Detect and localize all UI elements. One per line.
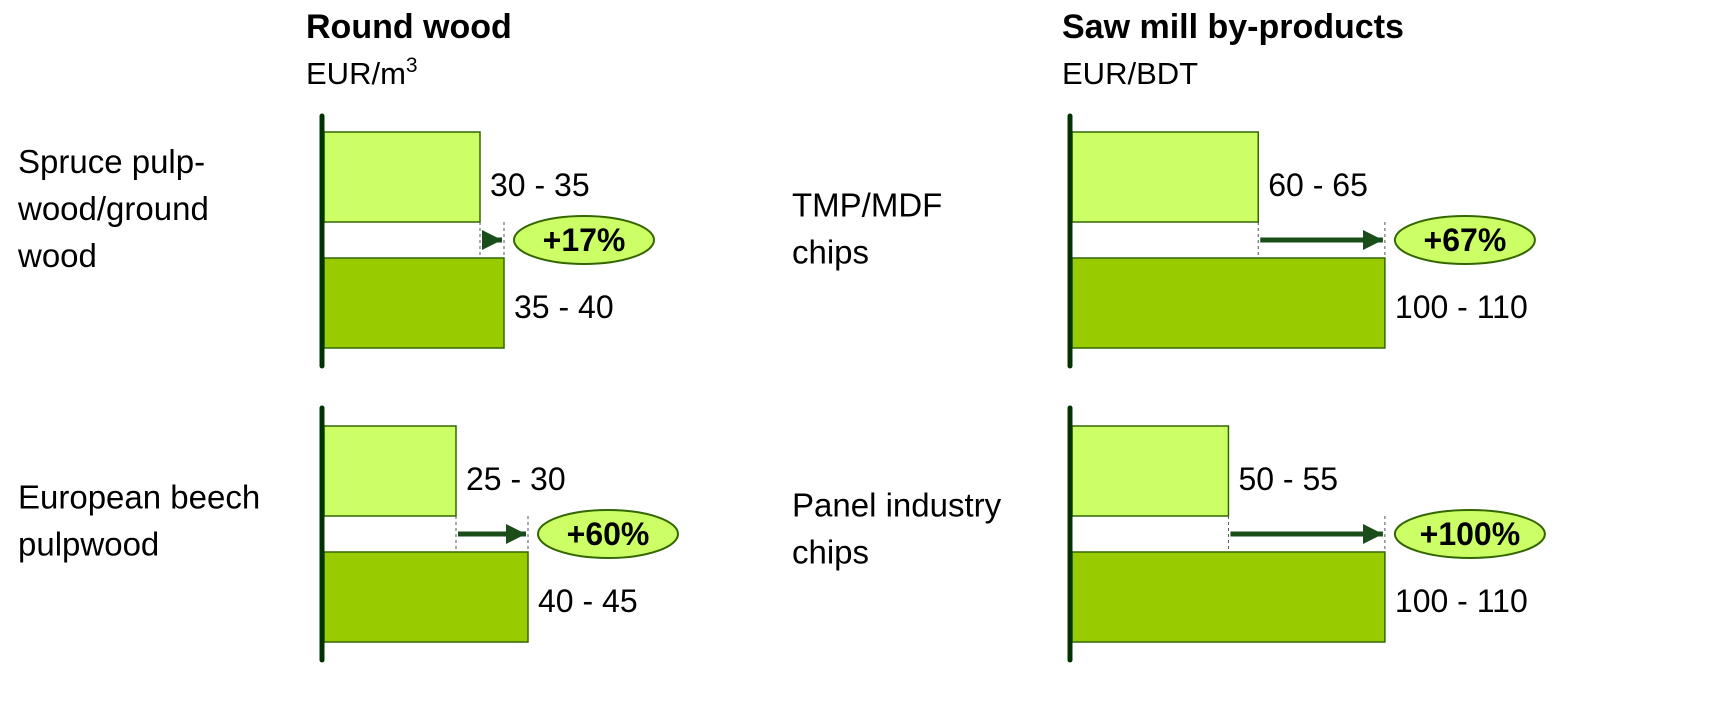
category-label-line: pulpwood [18,526,159,563]
category-label-line: wood/ground [17,190,209,227]
bar-after [323,551,529,643]
change-label: +67% [1424,222,1507,258]
category-label-line: Panel industry [792,487,1002,524]
chart-unit: EUR/BDT [1062,56,1198,91]
change-label: +60% [567,516,650,552]
category-label-line: wood [17,237,97,274]
change-badge [1393,215,1536,265]
chart-title: Saw mill by-products [1062,8,1404,46]
value-label-before: 30 - 35 [490,167,590,203]
bar-before [323,131,481,223]
category-label-line: chips [792,534,869,571]
category-label-line: Spruce pulp- [18,143,205,180]
value-label-before: 60 - 65 [1268,167,1368,203]
bar-before [1071,425,1230,517]
value-label-after: 100 - 110 [1395,583,1528,619]
bar-after [323,257,505,349]
unit-superscript: 3 [406,54,418,77]
chart-unit: EUR/m3 [306,54,418,91]
value-label-after: 40 - 45 [538,583,638,619]
unit-base: EUR/m [306,56,406,91]
change-badge [537,509,679,559]
bar-before [1071,131,1259,223]
unit-base: EUR/BDT [1062,56,1198,91]
category-label-line: European beech [18,479,260,516]
value-label-after: 35 - 40 [514,289,614,325]
change-badge [1393,509,1546,559]
change-label: +17% [543,222,626,258]
value-label-before: 25 - 30 [466,461,566,497]
category-label-line: TMP/MDF [792,187,942,224]
change-badge [513,215,655,265]
chart-title: Round wood [306,8,512,46]
bar-before [323,425,457,517]
category-label-line: chips [792,234,869,271]
value-label-before: 50 - 55 [1238,461,1338,497]
bar-after [1071,257,1386,349]
value-label-after: 100 - 110 [1395,289,1528,325]
bar-after [1071,551,1386,643]
change-label: +100% [1420,516,1521,552]
